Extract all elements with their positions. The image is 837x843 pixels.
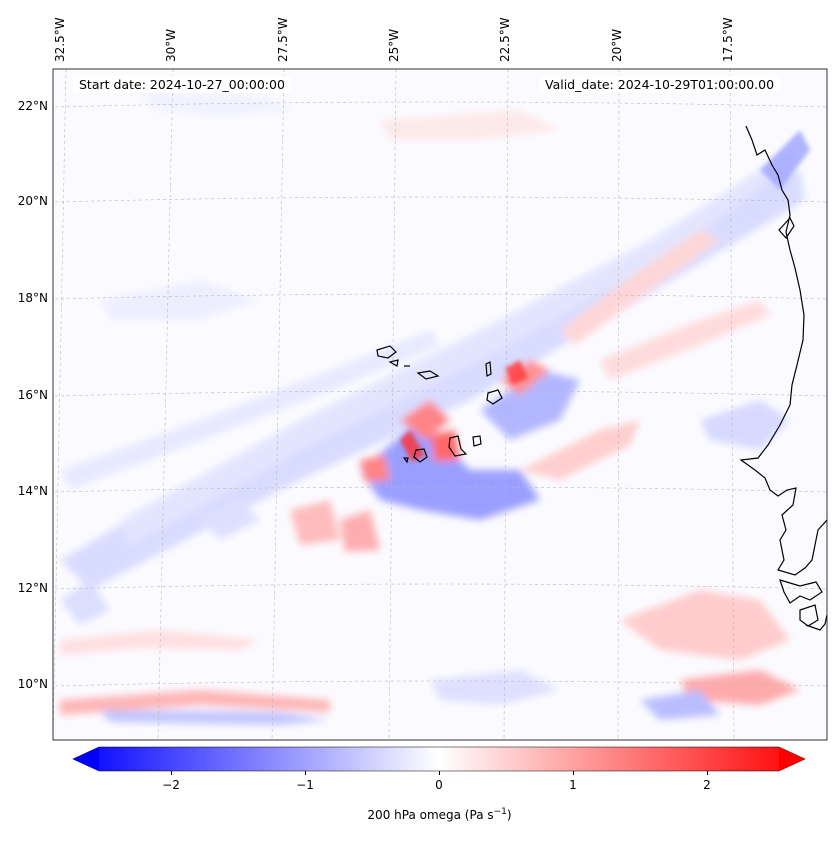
graticule	[53, 69, 827, 740]
map-frame	[52, 68, 828, 741]
colorbar-label-prefix: 200 hPa omega (Pa s	[367, 808, 494, 822]
start-date-label: Start date: 2024-10-27_00:00:00	[73, 76, 291, 93]
colorbar-extend-min	[73, 747, 99, 771]
colorbar-tick-label: 0	[435, 778, 443, 792]
colorbar-label-exponent: −1	[493, 807, 507, 817]
colorbar-tick-mark	[573, 771, 574, 775]
colorbar-tick-label: −1	[296, 778, 314, 792]
island-santiago	[448, 435, 468, 457]
lon-label-22-5w: 22.5°W	[498, 17, 512, 62]
colorbar-tick-label: 2	[703, 778, 711, 792]
valid-date-label: Valid_date: 2024-10-29T01:00:00.00	[539, 76, 781, 93]
lon-label-20w: 20°W	[610, 28, 624, 62]
colorbar-tick-label: 1	[569, 778, 577, 792]
lon-label-27-5w: 27.5°W	[276, 17, 290, 62]
colorbar	[72, 746, 806, 772]
lon-label-17-5w: 17.5°W	[721, 17, 735, 62]
lat-label-20n: 20°N	[17, 194, 48, 208]
colorbar-label: 200 hPa omega (Pa s−1)	[0, 807, 837, 822]
colorbar-tick-mark	[305, 771, 306, 775]
lat-label-14n: 14°N	[17, 484, 48, 498]
colorbar-tick-label: −2	[162, 778, 180, 792]
lat-label-10n: 10°N	[17, 677, 48, 691]
lon-label-30w: 30°W	[164, 28, 178, 62]
lat-label-16n: 16°N	[17, 388, 48, 402]
lon-label-25w: 25°W	[387, 28, 401, 62]
colorbar-tick-mark	[171, 771, 172, 775]
coastline	[376, 125, 827, 631]
island-santo-antao	[376, 345, 397, 359]
colorbar-label-suffix: )	[506, 808, 512, 822]
colorbar-extend-max	[779, 747, 805, 771]
omega-field	[53, 69, 827, 740]
lat-label-12n: 12°N	[17, 581, 48, 595]
lat-label-18n: 18°N	[17, 291, 48, 305]
colorbar-tick-mark	[439, 771, 440, 775]
colorbar-bar	[72, 746, 806, 772]
lat-label-22n: 22°N	[17, 99, 48, 113]
colorbar-tick-mark	[707, 771, 708, 775]
lon-label-32-5w: 32.5°W	[53, 17, 67, 62]
